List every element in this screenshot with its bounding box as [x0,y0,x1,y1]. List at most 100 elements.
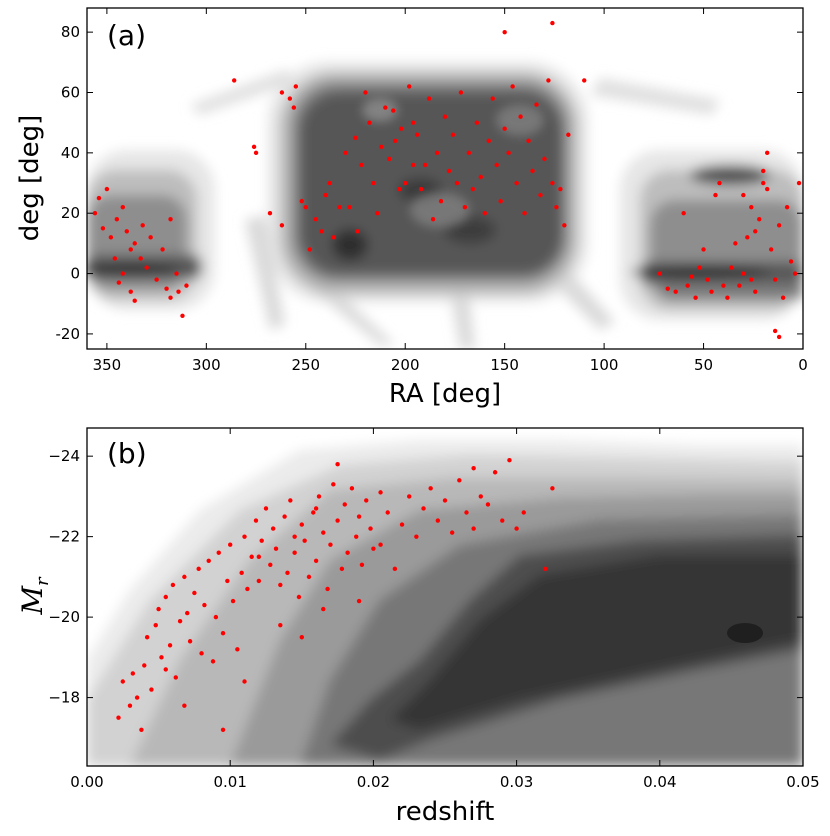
data-point [550,20,555,26]
data-point [721,283,726,288]
data-point [282,514,287,519]
data-point [550,180,555,186]
y-tick-label: 40 [61,144,80,162]
data-point [506,150,511,156]
data-point [713,192,718,198]
data-point [414,534,419,539]
data-point [96,195,102,201]
x-tick-label: 0.01 [213,773,246,791]
data-point [163,594,168,600]
data-point [434,150,440,156]
data-point [120,271,126,276]
y-tick-label: −18 [48,689,80,707]
data-point [566,132,571,137]
data-point [167,643,173,648]
x-tick-label: 0 [798,356,808,374]
data-point [780,295,786,300]
data-point [410,162,416,168]
data-point [379,144,384,150]
data-point [319,229,324,234]
data-point [104,186,110,192]
data-point [242,534,247,539]
data-point [124,229,129,234]
data-point [709,289,714,294]
data-point [323,192,328,198]
panel-b-frame [86,427,804,767]
data-point [526,138,531,143]
panel-b-ylabel-sub: r [32,576,53,586]
panel-b-data-points [116,457,555,732]
data-point [235,647,240,652]
data-point [768,247,774,252]
data-point [251,144,257,150]
data-point [354,534,359,539]
panel-a: 350 300 250 200 150 100 50 0 -20 0 20 40 60 80 (a) RA… [15,7,808,409]
data-point [239,570,244,576]
data-point [442,498,448,503]
data-point [359,562,365,568]
data-point [303,204,308,210]
x-tick-label: 150 [490,356,519,374]
data-point [449,530,455,535]
data-point [100,226,106,231]
data-point [230,598,236,604]
panel-a-frame [86,7,804,350]
data-point [138,256,143,261]
data-point [765,150,770,156]
x-tick-label: 300 [192,356,221,374]
data-point [502,126,507,131]
data-point [273,546,279,551]
data-point [347,204,352,210]
data-point [292,550,297,555]
data-point [112,256,118,261]
data-point [242,679,247,684]
data-point [753,289,758,294]
data-point [182,574,187,580]
data-point [538,192,543,198]
data-point [442,114,448,119]
data-point [142,663,147,668]
data-point [345,550,350,555]
data-point [737,283,742,288]
y-tick-label: 80 [61,23,80,41]
data-point [518,114,523,119]
y-tick-label: −20 [48,608,80,626]
data-point [375,211,380,216]
data-point [438,198,444,204]
data-point [378,542,383,547]
data-point [454,180,460,186]
y-tick-label: −24 [48,447,80,465]
data-point [359,162,364,168]
data-point [761,168,766,174]
data-point [128,247,133,252]
data-point [202,602,207,608]
data-point [174,271,179,276]
data-point [299,522,304,527]
data-point [184,283,189,288]
data-point [192,590,197,596]
x-tick-label: 0.04 [643,773,676,791]
data-point [474,120,480,125]
data-point [132,298,137,303]
data-point [776,334,782,340]
data-point [657,271,662,276]
data-point [253,150,259,156]
data-point [293,84,299,89]
data-point [426,96,432,101]
data-point [245,586,250,592]
data-point [522,211,527,216]
x-tick-label: 350 [93,356,122,374]
data-point [796,180,802,186]
data-point [176,289,181,294]
data-point [435,518,441,523]
data-point [231,78,237,83]
data-point [355,229,360,234]
data-point [500,518,505,523]
data-point [159,655,164,660]
data-point [514,526,519,531]
data-point [521,510,526,515]
panel-a-xlabel: RA [deg] [389,379,501,409]
data-point [772,328,778,334]
data-point [287,96,293,101]
